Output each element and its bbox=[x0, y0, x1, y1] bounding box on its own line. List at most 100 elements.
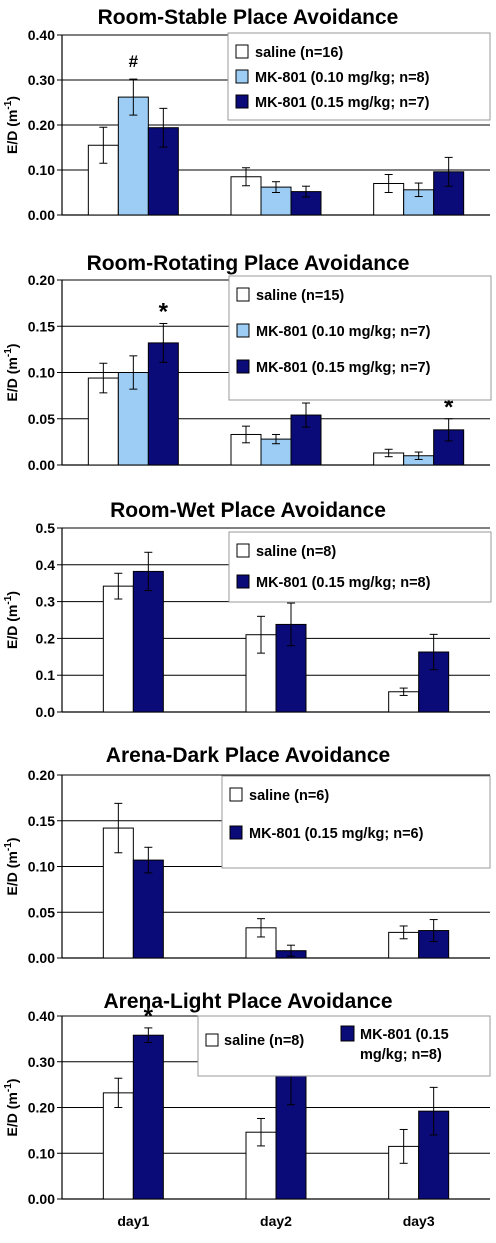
y-axis-label-close: ) bbox=[4, 96, 20, 101]
y-tick-label: 0.40 bbox=[28, 1008, 55, 1024]
chart-panel-2: Room-Rotating Place Avoidance 0.00 0.05 0.1… bbox=[3, 252, 492, 473]
y-tick-label: 0.0 bbox=[36, 704, 56, 720]
y-axis-label-sup: -1 bbox=[3, 842, 14, 851]
legend-swatch-3 bbox=[235, 94, 249, 109]
y-tick-label: 0.10 bbox=[28, 162, 55, 178]
legend-box bbox=[221, 775, 491, 869]
y-tick-label: 0.20 bbox=[28, 272, 55, 288]
bar-3-day3 bbox=[433, 429, 465, 466]
y-tick-label: 0.05 bbox=[28, 411, 55, 427]
bar-2-day1 bbox=[132, 859, 164, 959]
legend: saline (n=15) MK-801 (0.10 mg/kg; n=7) MK-… bbox=[228, 275, 492, 401]
chart-title: Arena-Light Place Avoidance bbox=[103, 990, 392, 1013]
y-axis-label-close: ) bbox=[4, 838, 20, 843]
legend-box bbox=[228, 531, 492, 603]
bar-1-day1 bbox=[102, 1092, 134, 1200]
y-axis-label-main: E/D (m bbox=[4, 357, 20, 401]
legend-label-1: saline (n=16) bbox=[255, 45, 343, 61]
y-axis-label-main: E/D (m bbox=[4, 605, 20, 649]
y-tick-label: 0.1 bbox=[36, 667, 56, 683]
y-tick-label: 0.10 bbox=[28, 1145, 55, 1161]
bar-2-day3 bbox=[418, 930, 450, 959]
y-tick-label: 0.00 bbox=[28, 207, 55, 223]
y-axis-label-sup: -1 bbox=[3, 100, 14, 109]
legend-swatch-1 bbox=[229, 787, 243, 802]
bar-3-day1 bbox=[147, 342, 179, 466]
y-tick-label: 0.30 bbox=[28, 1054, 55, 1070]
significance-star: * bbox=[144, 1003, 154, 1030]
legend-label-2: MK-801 (0.10 mg/kg; n=8) bbox=[255, 70, 430, 86]
y-tick-label: 0.20 bbox=[28, 1100, 55, 1116]
significance-star: * bbox=[159, 298, 169, 325]
y-axis-label-main: E/D (m bbox=[4, 851, 20, 895]
legend-swatch-2 bbox=[235, 69, 249, 84]
chart-title: Room-Stable Place Avoidance bbox=[98, 6, 399, 29]
legend-label-3: MK-801 (0.15 mg/kg; n=7) bbox=[256, 360, 431, 376]
chart-panel-4: Arena-Dark Place Avoidance 0.00 0.05 0.10 0.… bbox=[3, 744, 491, 966]
y-axis-label-close: ) bbox=[4, 591, 20, 596]
legend-swatch-1 bbox=[235, 44, 249, 59]
chart-panel-1: Room-Stable Place Avoidance 0.00 0.10 0.20 0… bbox=[3, 6, 491, 223]
chart-title: Room-Rotating Place Avoidance bbox=[87, 252, 410, 275]
chart-title: Arena-Dark Place Avoidance bbox=[106, 744, 390, 767]
y-axis-label-sup: -1 bbox=[3, 595, 14, 604]
y-tick-label: 0.20 bbox=[28, 767, 55, 783]
y-tick-label: 0.30 bbox=[28, 72, 55, 88]
legend: saline (n=8) MK-801 (0.15 mg/kg; n=8) bbox=[228, 531, 492, 603]
y-tick-label: 0.10 bbox=[28, 859, 55, 875]
legend-swatch-saline bbox=[205, 1033, 219, 1047]
y-tick-label: 0.5 bbox=[36, 520, 56, 536]
x-tick-label-day1: day1 bbox=[117, 1213, 149, 1229]
legend-swatch-mk801 bbox=[340, 1025, 355, 1042]
legend-label-1: saline (n=8) bbox=[256, 544, 336, 560]
legend-swatch-2 bbox=[236, 323, 250, 338]
y-axis-label: E/D (m-1) bbox=[3, 591, 20, 649]
legend-swatch-2 bbox=[236, 574, 250, 589]
y-tick-label: 0.3 bbox=[36, 594, 56, 610]
y-tick-label: 0.05 bbox=[28, 904, 55, 920]
y-tick-label: 0.4 bbox=[36, 557, 56, 573]
y-tick-label: 0.00 bbox=[28, 457, 55, 473]
legend-label-1: saline (n=15) bbox=[256, 288, 344, 304]
y-tick-label: 0.20 bbox=[28, 117, 55, 133]
y-tick-label: 0.15 bbox=[28, 813, 55, 829]
y-tick-label: 0.00 bbox=[28, 1191, 55, 1207]
y-axis-label-main: E/D (m bbox=[4, 1092, 20, 1136]
y-tick-label: 0.10 bbox=[28, 365, 55, 381]
x-tick-label-day3: day3 bbox=[403, 1213, 435, 1229]
y-axis-label-sup: -1 bbox=[3, 348, 14, 357]
chart-title: Room-Wet Place Avoidance bbox=[110, 499, 386, 522]
legend-swatch-3 bbox=[236, 359, 250, 374]
bar-1-day1 bbox=[102, 585, 134, 713]
y-axis-label: E/D (m-1) bbox=[3, 96, 20, 154]
y-axis-label-close: ) bbox=[4, 344, 20, 349]
legend-label-2: MK-801 (0.10 mg/kg; n=7) bbox=[256, 324, 431, 340]
bar-2-day1 bbox=[132, 570, 164, 713]
legend-swatch-1 bbox=[236, 287, 250, 302]
x-tick-label-day2: day2 bbox=[260, 1213, 292, 1229]
chart-panel-5: Arena-Light Place Avoidance 0.00 0.10 0.20 0… bbox=[3, 990, 491, 1229]
y-tick-label: 0.00 bbox=[28, 950, 55, 966]
significance-star: * bbox=[444, 394, 454, 421]
legend-label-saline: saline (n=8) bbox=[224, 1033, 304, 1049]
legend-swatch-2 bbox=[229, 825, 243, 840]
y-tick-label: 0.15 bbox=[28, 318, 55, 334]
legend-box bbox=[227, 32, 491, 121]
legend-label-1: saline (n=6) bbox=[249, 788, 329, 804]
legend-label-2: MK-801 (0.15 mg/kg; n=8) bbox=[256, 575, 431, 591]
legend-box bbox=[228, 275, 492, 401]
legend-label-2: MK-801 (0.15 mg/kg; n=6) bbox=[249, 826, 424, 842]
legend-swatch-1 bbox=[236, 543, 250, 558]
y-axis-label: E/D (m-1) bbox=[3, 1079, 20, 1137]
legend-label-3: MK-801 (0.15 mg/kg; n=7) bbox=[255, 95, 430, 111]
legend-label-mk801-line2: mg/kg; n=8) bbox=[360, 1047, 442, 1063]
y-tick-label: 0.2 bbox=[36, 630, 56, 646]
y-axis-label: E/D (m-1) bbox=[3, 344, 20, 402]
bar-2-day1 bbox=[132, 1034, 164, 1200]
bar-2-day1 bbox=[117, 96, 149, 216]
legend-label-mk801-line1: MK-801 (0.15 bbox=[360, 1027, 449, 1043]
y-axis-label-close: ) bbox=[4, 1079, 20, 1084]
y-tick-label: 0.40 bbox=[28, 27, 55, 43]
